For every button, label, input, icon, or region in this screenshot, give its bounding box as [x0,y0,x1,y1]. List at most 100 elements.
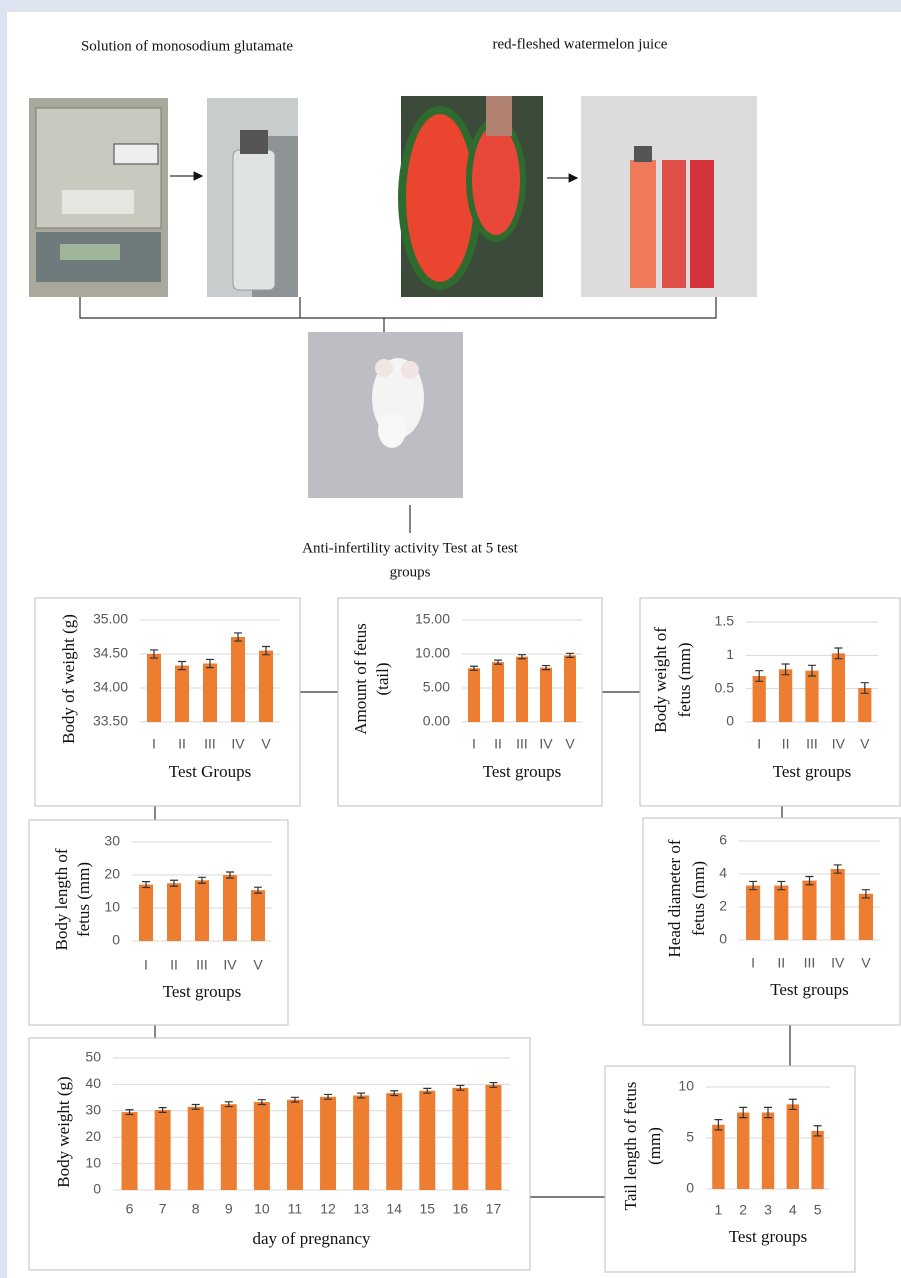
error-bar [324,1093,333,1100]
bar [468,668,480,722]
bar [830,869,845,940]
bar [712,1124,725,1189]
x-tick-label: II [782,736,790,752]
bar [167,883,181,941]
caption-line: groups [390,564,431,580]
bar [774,885,789,940]
y-tick-label: 1.5 [715,613,735,629]
bar [858,893,873,940]
x-axis-label: Test groups [729,1227,808,1246]
error-bar [860,682,869,694]
x-tick-label: 4 [789,1202,797,1218]
error-bar [254,886,262,894]
error-bar [834,647,843,660]
bar [805,670,819,722]
error-bar [714,1119,723,1131]
y-axis-label: fetus (mm) [74,862,93,937]
x-tick-label: III [804,955,816,971]
error-bar [206,658,214,669]
mouse-photo [308,332,463,498]
bar [419,1090,436,1190]
x-tick-label: IV [831,955,845,971]
y-tick-label: 10 [85,1154,101,1170]
x-tick-label: V [860,736,870,752]
x-tick-label: 17 [486,1201,502,1217]
bar [761,1112,775,1189]
error-bar [755,670,764,682]
error-bar [226,871,234,879]
error-bar [813,1125,822,1137]
x-tick-label: 7 [159,1201,167,1217]
y-tick-label: 20 [104,866,120,882]
error-bar [518,654,526,660]
y-tick-label: 33.50 [93,713,128,729]
x-tick-label: IV [539,736,553,752]
error-bar [150,649,158,659]
y-axis-label: Amount of fetus [351,623,370,734]
y-tick-label: 0.00 [423,713,450,729]
chart-box [28,819,289,1026]
x-axis-label: Test groups [163,982,242,1001]
error-bar [257,1099,266,1106]
error-bar [749,880,758,891]
bar [802,880,817,940]
error-bar [781,663,790,676]
y-tick-label: 50 [85,1049,101,1065]
y-tick-label: 10.00 [415,645,450,661]
error-bar [357,1092,366,1099]
error-bar [234,632,242,642]
error-bar [542,664,550,671]
y-axis-label: fetus (mm) [675,642,694,717]
error-bar [833,864,842,874]
y-tick-label: 5 [686,1129,694,1145]
error-bar [805,875,814,886]
error-bar [198,876,206,884]
bar [253,1102,270,1190]
y-tick-label: 30 [85,1102,101,1118]
error-bar [788,1098,797,1111]
error-bar [178,660,186,671]
x-axis-label: day of pregnancy [252,1229,371,1248]
x-tick-label: III [806,736,818,752]
y-tick-label: 0 [686,1180,694,1196]
y-axis-label: Body weight (g) [54,1076,73,1187]
x-tick-label: I [757,736,761,752]
error-bar [764,1106,772,1119]
x-tick-label: 14 [386,1201,402,1217]
bar [786,1104,799,1189]
error-bar [739,1106,748,1119]
y-axis-label: Body length of [52,848,71,950]
bar [187,1106,204,1190]
y-tick-label: 40 [85,1075,101,1091]
bottle-photo [207,98,298,297]
caption-line: Anti-infertility activity Test at 5 test [302,540,519,556]
y-tick-label: 10 [104,899,120,915]
x-axis-label: Test groups [483,762,562,781]
x-tick-label: 3 [764,1202,772,1218]
error-bar [456,1084,465,1091]
bar [320,1096,337,1190]
y-axis-label: Head diameter of [665,839,684,957]
y-axis-label: Tail length of fetus [621,1082,640,1211]
bar [231,637,245,722]
error-bar [170,879,178,887]
chart-box [28,1037,531,1271]
bar [220,1104,237,1190]
error-bar [861,889,870,899]
y-tick-label: 0.5 [715,679,735,695]
bar [492,662,504,722]
bar [147,654,161,722]
bar [203,663,217,722]
x-tick-label: II [777,955,785,971]
y-tick-label: 4 [719,865,727,881]
y-tick-label: 1 [726,646,734,662]
bar [139,884,153,941]
error-bar [142,881,150,889]
x-tick-label: III [196,957,208,973]
x-tick-label: 1 [715,1202,723,1218]
y-tick-label: 0 [719,931,727,947]
y-tick-label: 10 [678,1078,694,1094]
x-tick-label: V [565,736,575,752]
bar [516,656,528,722]
connector [154,691,791,1198]
